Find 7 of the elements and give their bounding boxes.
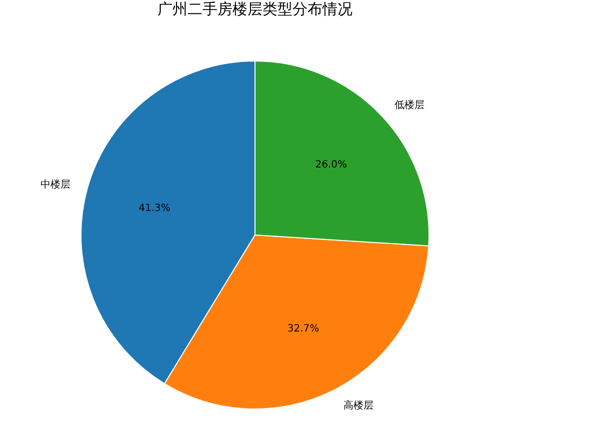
data-label: 26.0% xyxy=(315,160,347,171)
slice-label: 低楼层 xyxy=(394,98,425,111)
slice-label: 中楼层 xyxy=(40,178,71,190)
slice-label: 高楼层 xyxy=(343,400,374,412)
chart-title: 广州二手房楼层类型分布情况 xyxy=(158,0,352,18)
data-label: 32.7% xyxy=(287,324,320,335)
data-label: 41.3% xyxy=(138,202,170,214)
